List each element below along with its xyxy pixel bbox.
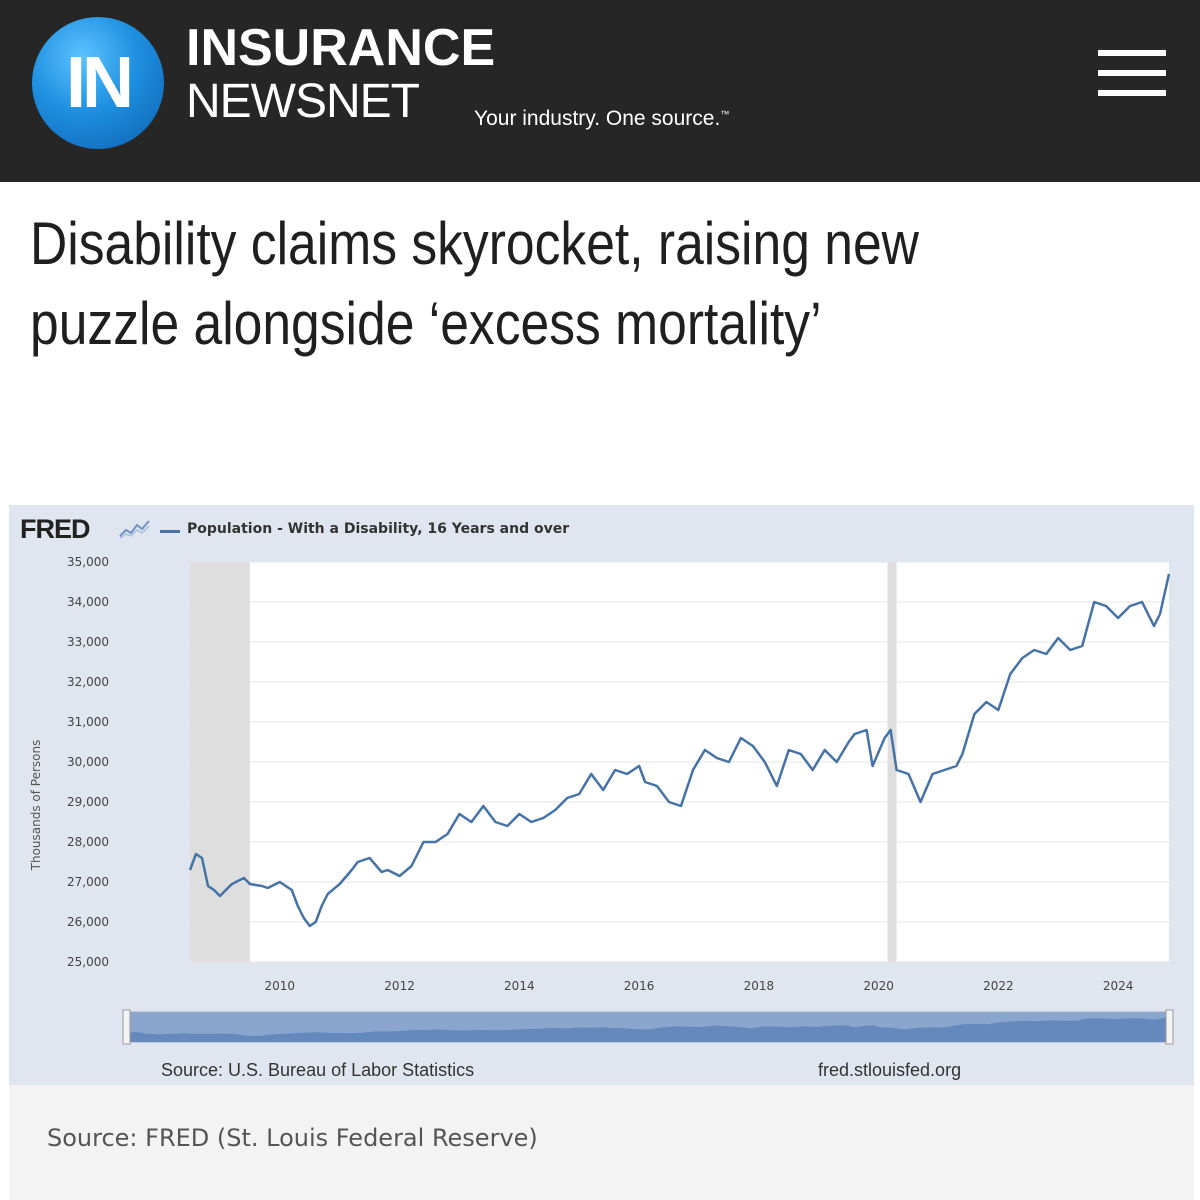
y-tick-label: 27,000 [67,875,109,889]
site-logo[interactable]: IN [32,17,164,149]
x-tick-label: 2016 [624,979,655,993]
y-tick-label: 33,000 [67,635,109,649]
y-tick-label: 26,000 [67,915,109,929]
range-navigator-series [127,1016,1169,1042]
logo-mark: IN [66,43,134,123]
x-tick-label: 2012 [384,979,415,993]
x-tick-label: 2018 [744,979,775,993]
x-tick-label: 2020 [863,979,894,993]
line-chart: 25,000 26,000 27,000 28,000 29,000 30,000 31,0… [29,555,1174,1045]
y-tick-label: 34,000 [67,595,109,609]
range-handle-right[interactable] [1165,1009,1174,1045]
chart-source-url[interactable]: fred.stlouisfed.org [818,1060,962,1080]
legend-swatch [160,530,180,533]
site-header: IN INSURANCE NEWSNET Your industry. One … [0,0,1200,182]
brand-name-bottom: NEWSNET [186,75,420,128]
menu-bar-bottom [1098,90,1166,96]
image-caption-box [9,1085,1194,1200]
tagline-text: Your industry. One source. [474,107,721,130]
x-tick-label: 2010 [265,979,296,993]
y-tick-label: 30,000 [67,755,109,769]
y-tick-label: 28,000 [67,835,109,849]
y-tick-label: 32,000 [67,675,109,689]
y-axis-label: Thousands of Persons [29,740,43,872]
fred-logo[interactable]: FRED [20,514,90,544]
menu-bar-middle [1098,70,1166,76]
menu-bar-top [1098,50,1166,56]
x-tick-label: 2014 [504,979,535,993]
range-handle-left[interactable] [122,1009,131,1045]
hamburger-menu-icon[interactable] [1098,50,1166,100]
trademark-mark: ™ [720,109,730,119]
legend-label: Population - With a Disability, 16 Years… [187,521,570,537]
x-tick-label: 2022 [983,979,1014,993]
data-series-line [188,573,1171,928]
y-tick-label: 29,000 [67,795,109,809]
y-tick-label: 35,000 [67,555,109,569]
image-caption: Source: FRED (St. Louis Federal Reserve) [47,1124,538,1152]
x-tick-label: 2024 [1103,979,1134,993]
y-tick-label: 31,000 [67,715,109,729]
chart-source-text: Source: U.S. Bureau of Labor Statistics [161,1060,475,1080]
brand-name-top: INSURANCE [186,19,496,77]
article-headline: Disability claims skyrocket, raising new… [30,210,919,357]
tagline: Your industry. One source.™ [474,102,729,131]
fred-sparkline-icon [119,520,150,539]
y-tick-label: 25,000 [67,955,109,969]
